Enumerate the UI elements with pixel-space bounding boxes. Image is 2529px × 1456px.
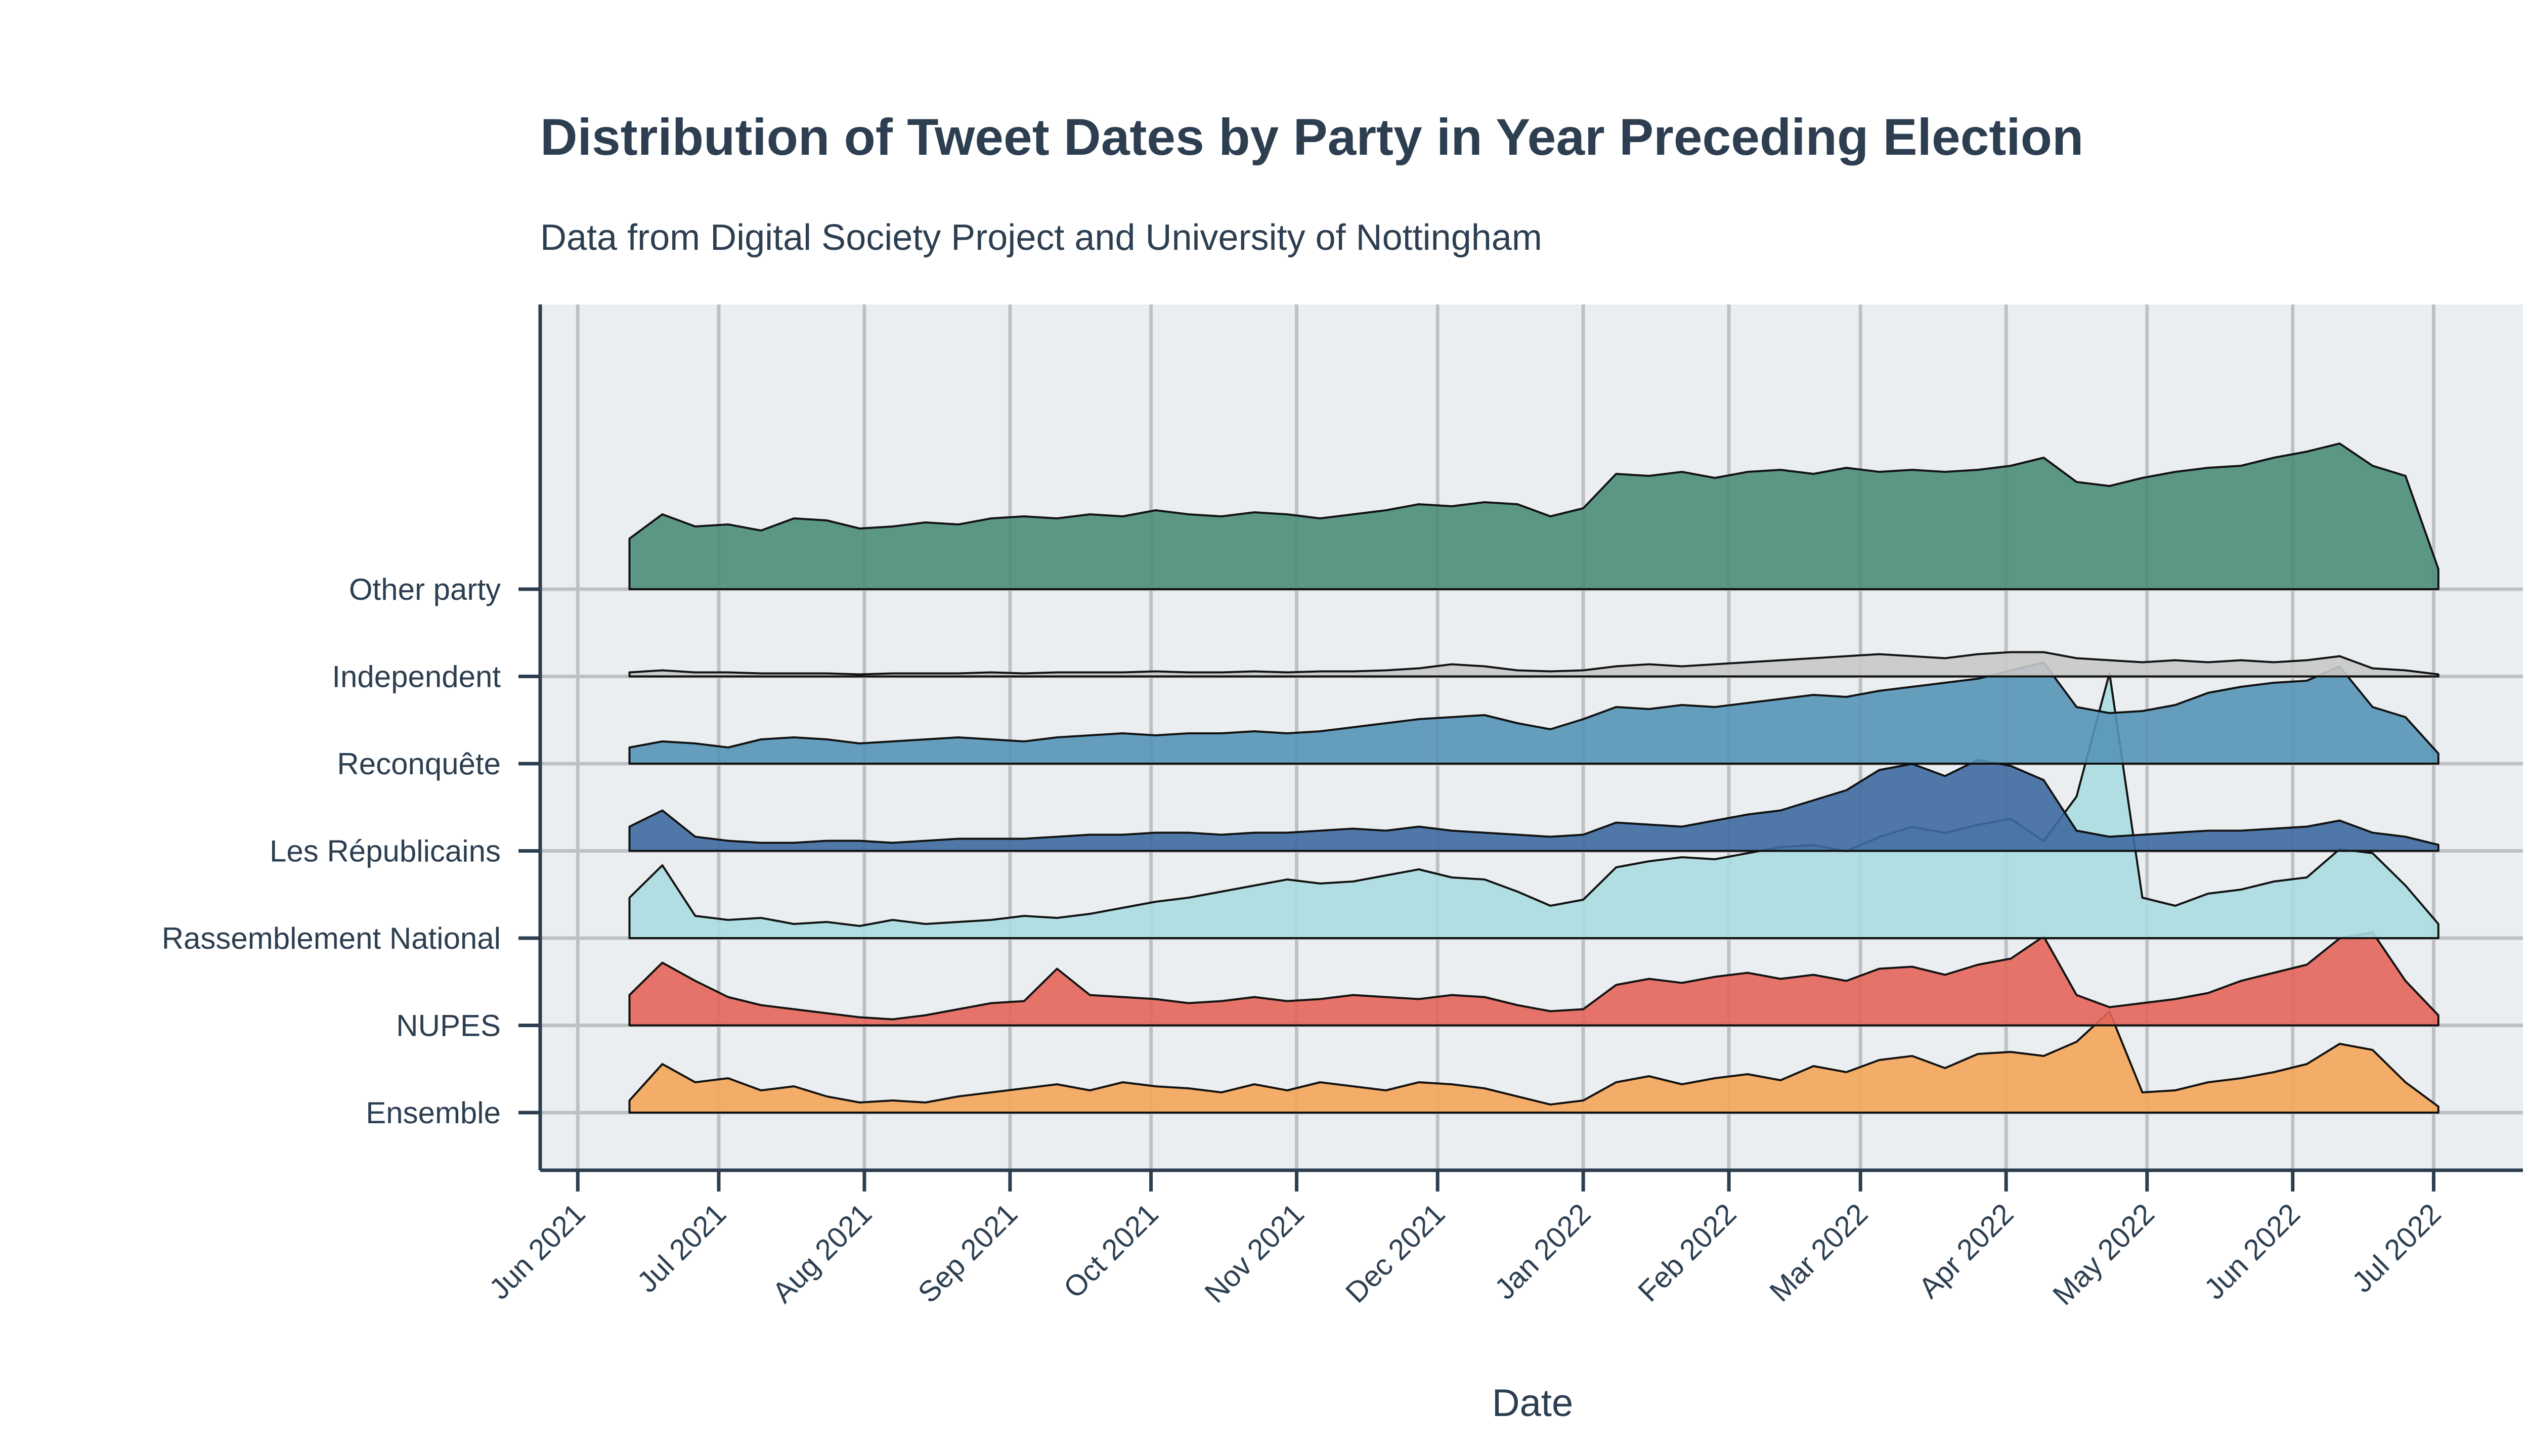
chart-title: Distribution of Tweet Dates by Party in …: [540, 108, 2083, 166]
y-tick-label: Ensemble: [366, 1096, 501, 1130]
y-tick-label: Independent: [332, 660, 501, 694]
y-tick-label: Les Républicains: [270, 834, 501, 868]
ridge-1: [628, 931, 2439, 1027]
ridges: [628, 443, 2439, 1114]
y-tick-label: NUPES: [396, 1009, 501, 1043]
y-tick-label: Rassemblement National: [162, 921, 501, 955]
ridge-6: [628, 443, 2439, 590]
chart-subtitle: Data from Digital Society Project and Un…: [540, 217, 1542, 258]
x-axis-title: Date: [1492, 1382, 1574, 1425]
ridge-2: [628, 672, 2439, 939]
ridge-4: [628, 661, 2439, 765]
y-tick-label: Reconquête: [337, 747, 501, 781]
y-tick-label: Other party: [349, 572, 501, 606]
ridge-0: [628, 1010, 2439, 1114]
y-tick-labels: Ensemble NUPES Rassemblement National Les R…: [162, 572, 540, 1130]
ridge-3: [628, 759, 2439, 852]
ridge-5: [628, 651, 2439, 678]
